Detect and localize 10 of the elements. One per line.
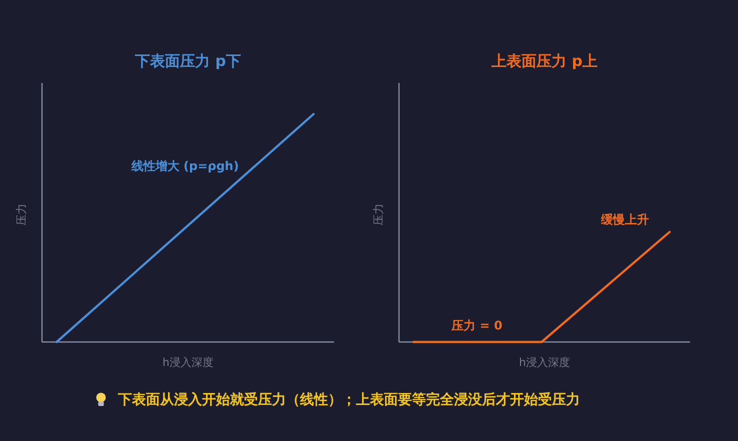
annotation: 线性增大 (p=ρgh) bbox=[131, 159, 239, 174]
y-axis-title: 压力 bbox=[15, 204, 28, 226]
annotation: 下表面从浸入开始就受压力（线性）；上表面要等完全浸没后才开始受压力 bbox=[118, 392, 580, 408]
x-axis-title: h浸入深度 bbox=[519, 356, 570, 370]
chart-title: 上表面压力 p上 bbox=[490, 52, 598, 70]
annotation: 缓慢上升 bbox=[601, 212, 650, 226]
annotation: 压力 = 0 bbox=[452, 318, 502, 333]
chart-title: 下表面压力 p下 bbox=[134, 52, 241, 70]
x-axis-title: h浸入深度 bbox=[162, 356, 214, 370]
y-axis-title: 压力 bbox=[372, 204, 386, 226]
